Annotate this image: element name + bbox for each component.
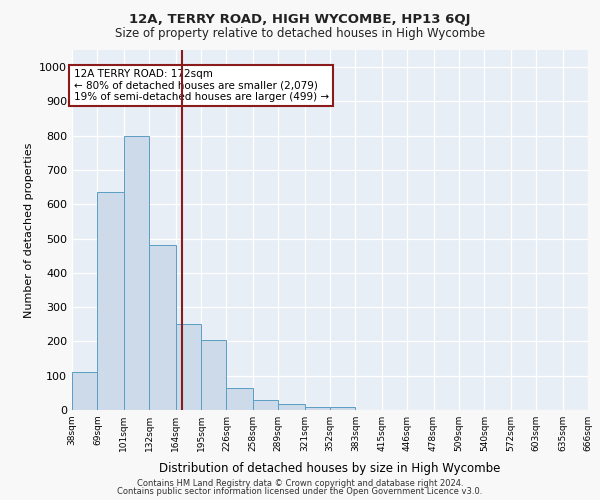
Bar xyxy=(72,372,97,410)
Bar xyxy=(176,324,201,410)
Text: Contains public sector information licensed under the Open Government Licence v3: Contains public sector information licen… xyxy=(118,487,482,496)
Bar xyxy=(201,340,226,410)
Bar xyxy=(305,406,330,410)
X-axis label: Distribution of detached houses by size in High Wycombe: Distribution of detached houses by size … xyxy=(160,462,500,475)
Text: 12A TERRY ROAD: 172sqm
← 80% of detached houses are smaller (2,079)
19% of semi-: 12A TERRY ROAD: 172sqm ← 80% of detached… xyxy=(74,69,329,102)
Bar xyxy=(330,406,355,410)
Text: 12A, TERRY ROAD, HIGH WYCOMBE, HP13 6QJ: 12A, TERRY ROAD, HIGH WYCOMBE, HP13 6QJ xyxy=(129,12,471,26)
Text: Size of property relative to detached houses in High Wycombe: Size of property relative to detached ho… xyxy=(115,28,485,40)
Bar xyxy=(149,246,176,410)
Bar xyxy=(124,136,149,410)
Bar xyxy=(226,388,253,410)
Bar xyxy=(97,192,124,410)
Y-axis label: Number of detached properties: Number of detached properties xyxy=(23,142,34,318)
Bar xyxy=(253,400,278,410)
Bar xyxy=(278,404,305,410)
Text: Contains HM Land Registry data © Crown copyright and database right 2024.: Contains HM Land Registry data © Crown c… xyxy=(137,478,463,488)
